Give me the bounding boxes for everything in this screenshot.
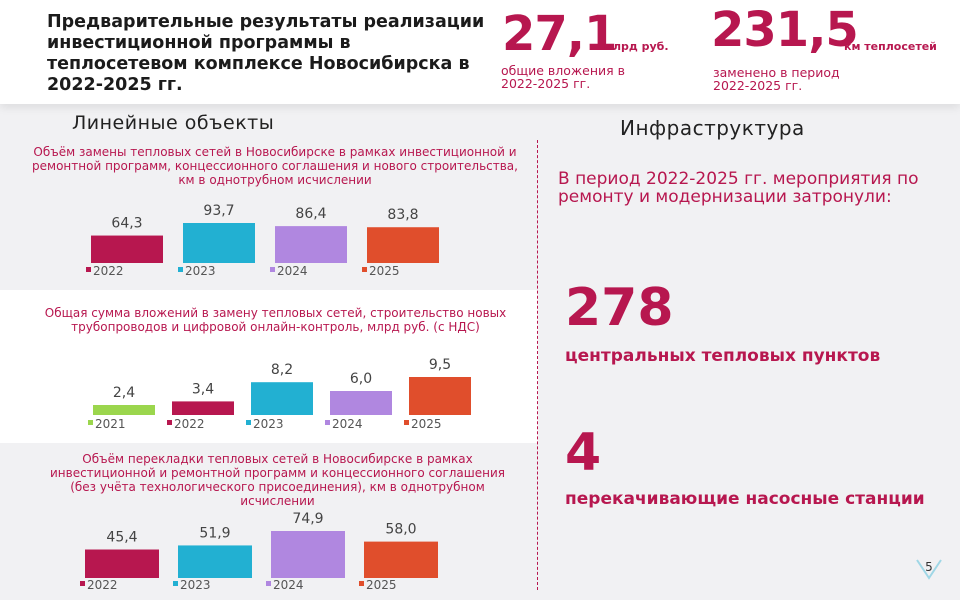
kpi-network-unit: км теплосетей: [844, 40, 937, 53]
chart2-value-label-2024: 6,0: [350, 371, 372, 387]
kpi-investment-unit: млрд руб.: [604, 40, 669, 53]
chart3-value-label-2023: 51,9: [199, 525, 230, 541]
chart2-legend-swatch-2024: [325, 420, 330, 425]
chart3-title: Объём перекладки тепловых сетей в Новоси…: [49, 452, 505, 508]
chart1-value-label-2025: 83,8: [387, 207, 418, 223]
chart3-legend-swatch-2022: [80, 581, 85, 586]
chart1-legend-swatch-2022: [86, 267, 91, 272]
chart1-legend-label-2025: 2025: [369, 264, 400, 278]
chart2-legend-swatch-2021: [88, 420, 93, 425]
chart3-legend-label-2023: 2023: [180, 578, 211, 592]
chart3-legend-label-2024: 2024: [273, 578, 304, 592]
chart1-legend-label-2022: 2022: [93, 264, 124, 278]
chart2-bar-2025: [409, 377, 471, 415]
pump-stations-label: перекачивающие насосные станции: [565, 489, 925, 509]
pump-stations-count: 4: [565, 423, 602, 483]
chart1-value-label-2024: 86,4: [295, 206, 326, 222]
kpi-investment-desc-2: 2022-2025 гг.: [501, 76, 591, 91]
chart2-value-label-2022: 3,4: [192, 381, 214, 397]
chart1-value-label-2023: 93,7: [203, 203, 234, 219]
kpi-investment-value: 27,1: [502, 6, 617, 62]
chart1-bar-2024: [275, 226, 347, 263]
chart2-legend-swatch-2025: [404, 420, 409, 425]
chart1-bars: 64,3 2022 93,7 2023 86,4 2024 83,8 2025: [86, 203, 439, 278]
chart1-value-label-2022: 64,3: [111, 216, 142, 232]
infrastructure-title: Инфраструктура: [620, 116, 805, 140]
heat-points-label: центральных тепловых пунктов: [565, 346, 881, 366]
chart2-legend-label-2021: 2021: [95, 417, 126, 431]
chart3-bar-2024: [271, 531, 345, 578]
chart2-bar-2024: [330, 391, 392, 415]
chart3-legend-swatch-2025: [359, 581, 364, 586]
chart2-value-label-2023: 8,2: [271, 362, 293, 378]
linear-objects-title: Линейные объекты: [72, 112, 275, 134]
chart1-bar-2023: [183, 223, 255, 263]
chart1-title: Объём замены тепловых сетей в Новосибирс…: [32, 145, 518, 187]
chart3-value-label-2025: 58,0: [385, 522, 416, 538]
chart3-value-label-2022: 45,4: [106, 530, 137, 546]
chart1-legend-swatch-2025: [362, 267, 367, 272]
infrastructure-intro: В период 2022-2025 гг. мероприятия по ре…: [558, 169, 919, 207]
chart2-bar-2021: [93, 405, 155, 415]
chart3-bars: 45,4 2022 51,9 2023 74,9 2024 58,0 2025: [80, 511, 438, 592]
chart3-bar-2023: [178, 545, 252, 578]
heat-points-count: 278: [565, 278, 674, 338]
chart3-bar-2022: [85, 549, 159, 578]
chart2-bars: 2,4 2021 3,4 2022 8,2 2023 6,0 2024 9,5 2025: [88, 357, 471, 431]
page-title: Предварительные результаты реализации ин…: [47, 12, 485, 95]
chart2-legend-label-2023: 2023: [253, 417, 284, 431]
chart1-bar-2025: [367, 227, 439, 263]
chart1-legend-swatch-2024: [270, 267, 275, 272]
kpi-investment-desc-1: общие вложения в: [501, 63, 626, 78]
chart2-legend-swatch-2023: [246, 420, 251, 425]
page-badge-shape: [916, 559, 942, 580]
chart1-legend-label-2024: 2024: [277, 264, 308, 278]
chart3-legend-swatch-2023: [173, 581, 178, 586]
header-banner: Предварительные результаты реализации ин…: [0, 0, 960, 104]
kpi-network-desc-2: 2022-2025 гг.: [713, 78, 803, 93]
chart2-legend-label-2022: 2022: [174, 417, 205, 431]
page-number: 5: [925, 560, 933, 574]
chart2-value-label-2021: 2,4: [113, 385, 135, 401]
chart2-legend-label-2025: 2025: [411, 417, 442, 431]
chart3-bar-2025: [364, 541, 438, 578]
chart1-legend-label-2023: 2023: [185, 264, 216, 278]
chart1-bar-2022: [91, 235, 163, 263]
chart3-legend-label-2022: 2022: [87, 578, 118, 592]
chart3-value-label-2024: 74,9: [292, 511, 323, 527]
section-divider: [537, 140, 538, 590]
kpi-network-value: 231,5: [711, 2, 859, 58]
chart3-legend-label-2025: 2025: [366, 578, 397, 592]
chart2-legend-swatch-2022: [167, 420, 172, 425]
chart3-legend-swatch-2024: [266, 581, 271, 586]
kpi-network-desc-1: заменено в период: [713, 65, 840, 80]
chart2-panel: [0, 290, 538, 443]
chart2-legend-label-2024: 2024: [332, 417, 363, 431]
chart2-bar-2022: [172, 401, 234, 415]
chart2-title: Общая сумма вложений в замену тепловых с…: [44, 306, 507, 334]
chart1-legend-swatch-2023: [178, 267, 183, 272]
chart2-bar-2023: [251, 382, 313, 415]
chart2-value-label-2025: 9,5: [429, 357, 451, 373]
